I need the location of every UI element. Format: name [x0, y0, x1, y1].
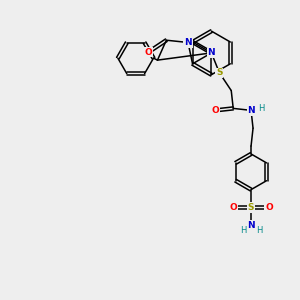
Text: O: O — [212, 106, 219, 115]
Text: N: N — [208, 48, 215, 57]
Text: S: S — [216, 68, 223, 77]
Text: O: O — [265, 203, 273, 212]
Text: S: S — [248, 203, 254, 212]
Text: N: N — [184, 38, 192, 47]
Text: O: O — [145, 48, 152, 57]
Text: H: H — [240, 226, 246, 235]
Text: O: O — [229, 203, 237, 212]
Text: H: H — [256, 226, 262, 235]
Text: N: N — [247, 106, 255, 115]
Text: N: N — [208, 48, 215, 57]
Text: N: N — [247, 221, 255, 230]
Text: H: H — [258, 104, 264, 113]
